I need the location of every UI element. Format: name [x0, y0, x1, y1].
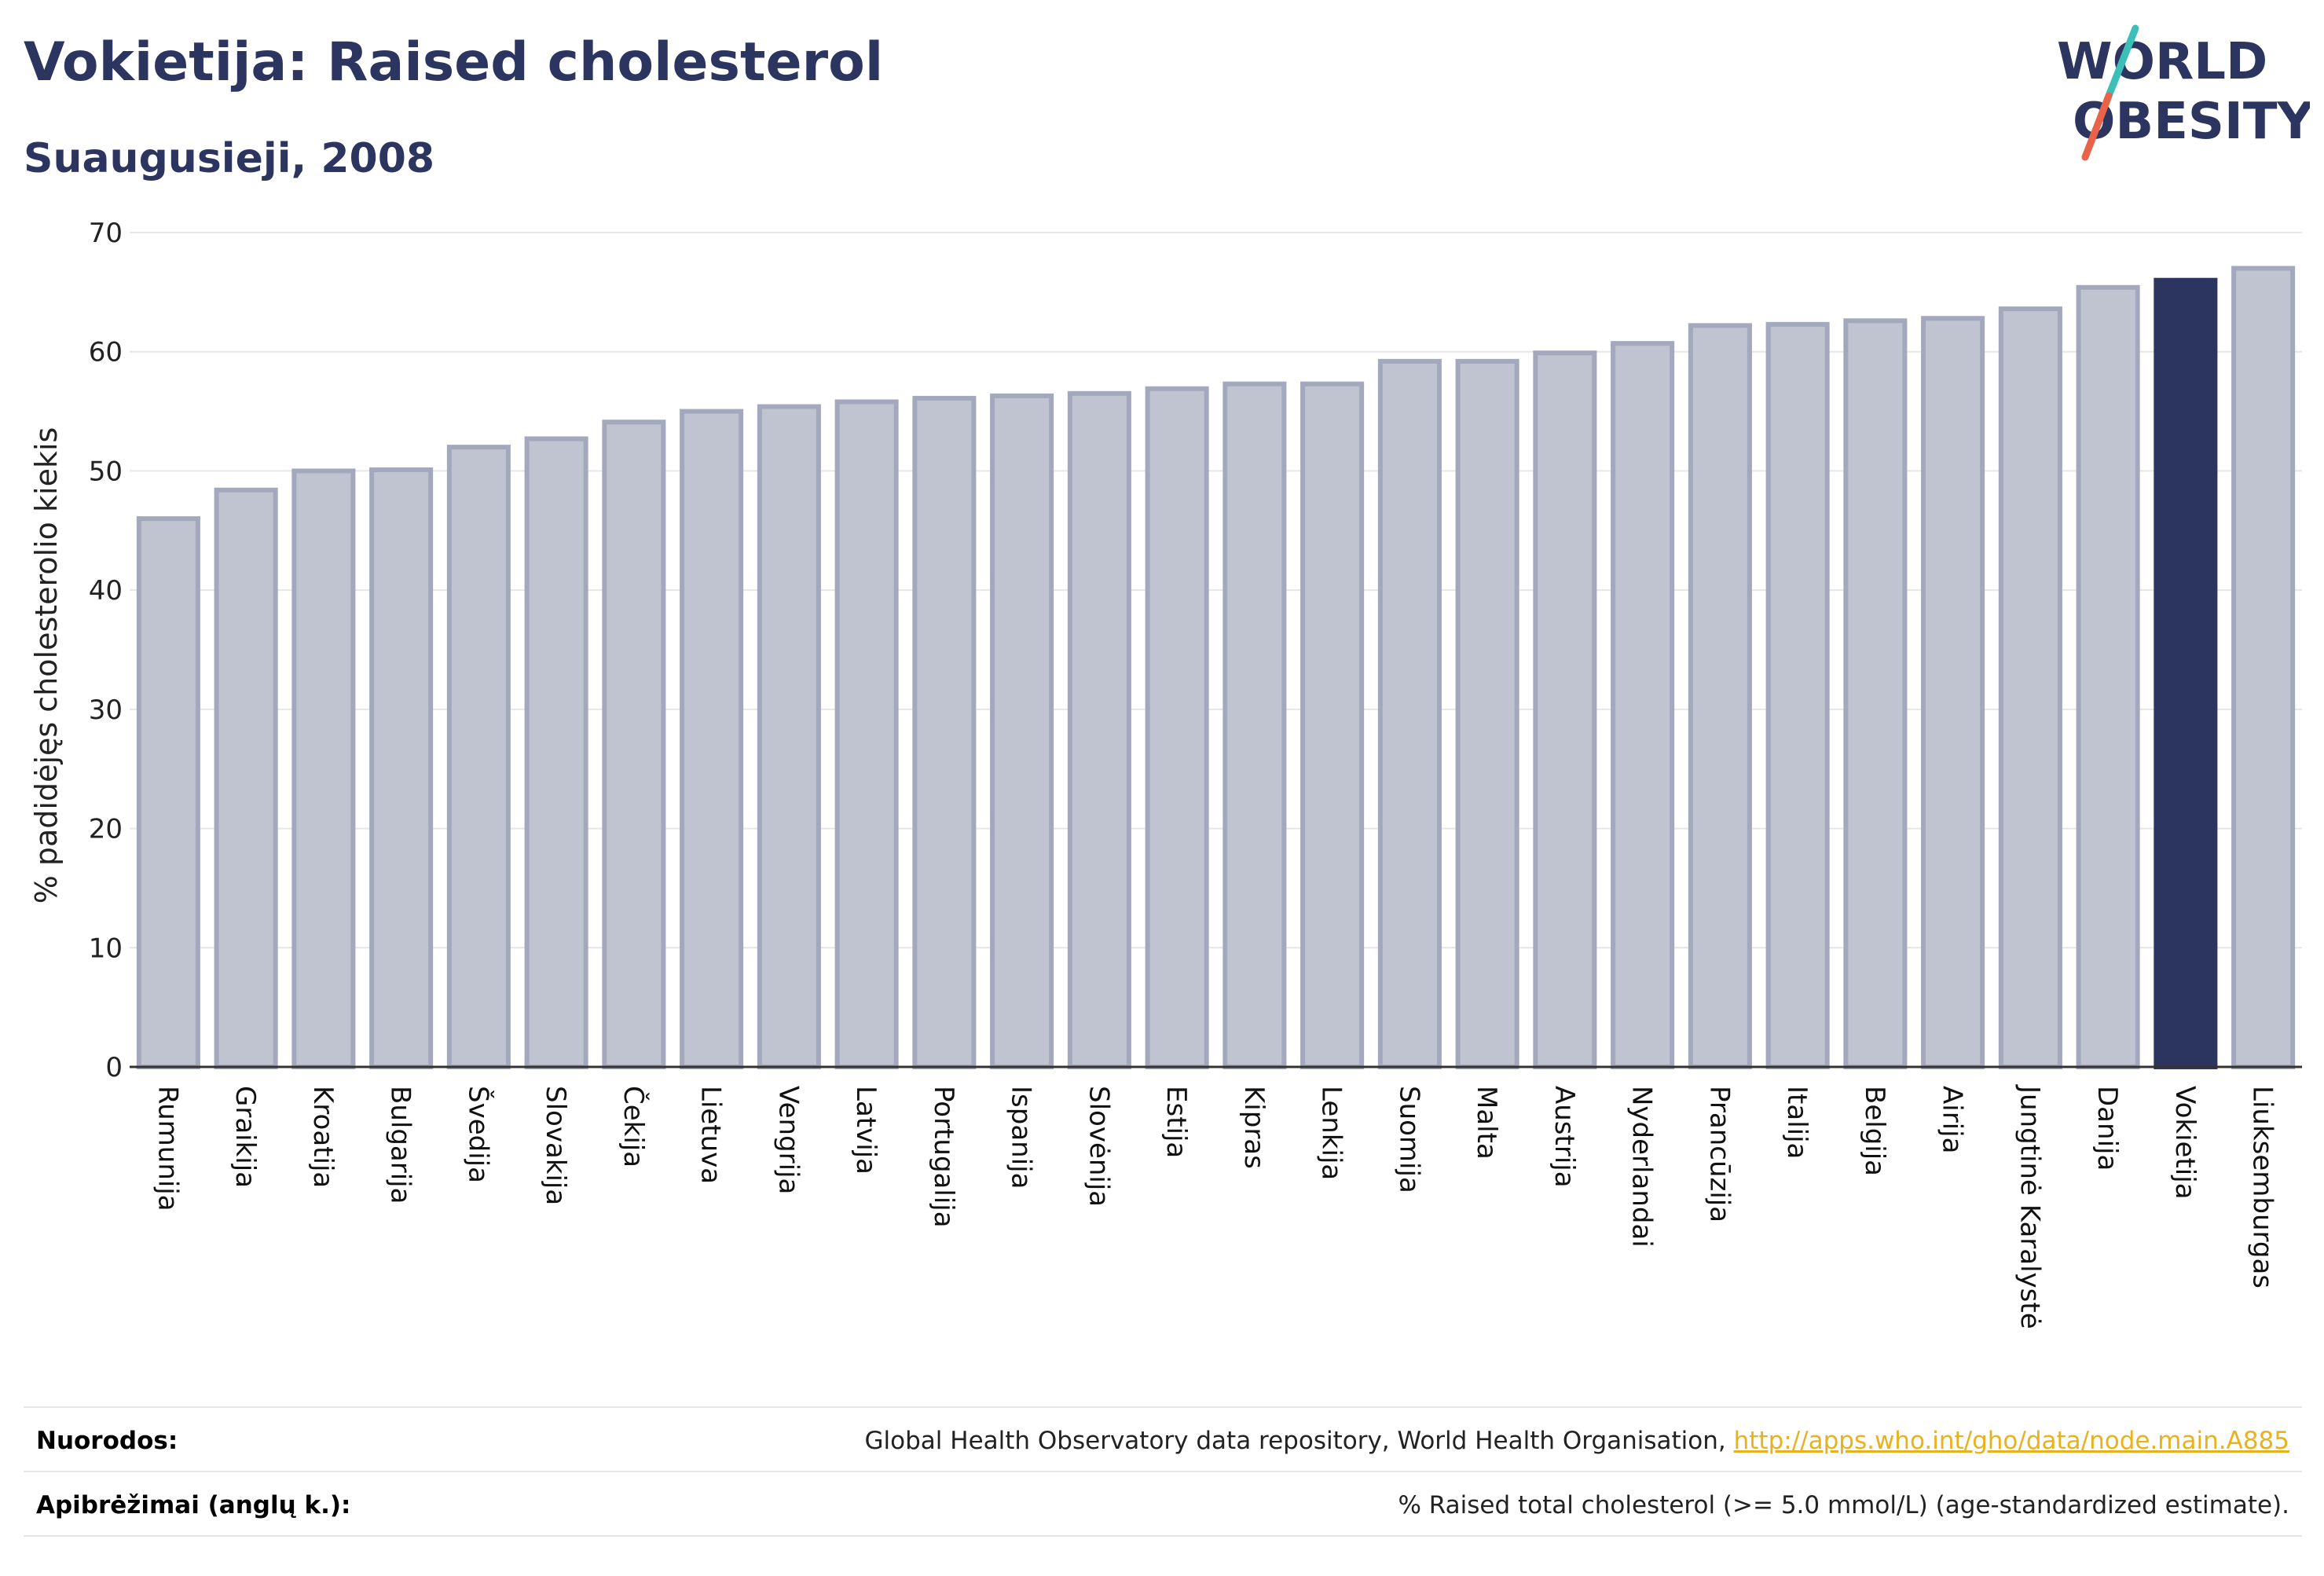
x-tick-label: Belgija	[1859, 1086, 1890, 1176]
bar	[1765, 321, 1830, 1069]
world-obesity-logo: WORLD OBESITY	[2057, 24, 2310, 161]
sources-text: Global Health Observatory data repositor…	[864, 1427, 1734, 1455]
bar	[1300, 381, 1365, 1070]
y-tick-label: 60	[89, 337, 123, 368]
x-tick-label: Nyderlandai	[1626, 1086, 1658, 1248]
y-tick-label: 40	[89, 575, 123, 607]
bar	[1533, 350, 1597, 1069]
y-axis-label: % padidėjęs cholesterolio kiekis	[29, 427, 64, 904]
bar-highlight	[2154, 277, 2218, 1069]
x-tick-label: Slovėnija	[1083, 1086, 1114, 1207]
x-tick-label: Suomija	[1393, 1086, 1424, 1193]
y-tick-label: 50	[89, 456, 123, 487]
x-tick-label: Lenkija	[1316, 1086, 1347, 1180]
bar	[1688, 323, 1752, 1069]
footer-rule-bottom	[24, 1535, 2302, 1537]
x-tick-label: Portugalija	[928, 1086, 959, 1228]
x-tick-label: Lietuva	[695, 1086, 727, 1184]
x-tick-label: Liuksemburgas	[2247, 1086, 2278, 1288]
bar	[1998, 306, 2062, 1069]
bar	[990, 393, 1054, 1069]
bar-chart: 0 10 20 30 40 50 60 70 % padidėjęs cholesterolio…	[29, 218, 2302, 1329]
y-tick-label: 30	[89, 695, 123, 726]
bar	[1067, 390, 1131, 1070]
bar	[757, 404, 821, 1069]
bar	[291, 468, 356, 1069]
bar	[912, 395, 977, 1069]
x-tick-label: Rumunija	[152, 1086, 183, 1211]
bar	[1145, 386, 1209, 1069]
bar	[2076, 284, 2140, 1069]
logo-line2: OBESITY	[2073, 93, 2310, 151]
bar	[834, 399, 899, 1070]
x-tick-label: Čekija	[618, 1086, 650, 1167]
x-tick-label: Estija	[1160, 1086, 1192, 1158]
x-tick-label: Graikija	[229, 1086, 261, 1188]
y-tick-label: 70	[89, 218, 123, 249]
logo-slash-teal	[2105, 24, 2139, 100]
x-tick-label: Airija	[1937, 1086, 1968, 1153]
logo-slash-red	[2081, 92, 2113, 161]
y-tick-label: 10	[89, 933, 123, 964]
bar	[1377, 358, 1442, 1069]
x-tick-label: Jungtinė Karalystė	[2014, 1084, 2045, 1329]
x-tick-label: Prancūzija	[1703, 1086, 1735, 1222]
footer-rule-middle	[24, 1471, 2302, 1472]
definitions-value: % Raised total cholesterol (>= 5.0 mmol/…	[1398, 1491, 2289, 1519]
x-tick-label: Kroatija	[307, 1086, 339, 1188]
bar	[2231, 266, 2296, 1069]
bar	[369, 467, 434, 1069]
x-tick-label: Italija	[1781, 1086, 1813, 1159]
sources-label: Nuorodos:	[36, 1427, 178, 1455]
bar	[1611, 341, 1675, 1069]
definitions-label: Apibrėžimai (anglų k.):	[36, 1491, 351, 1519]
bar	[214, 487, 278, 1069]
bar	[1455, 358, 1519, 1069]
y-tick-label: 0	[105, 1052, 123, 1083]
chart-subtitle: Suaugusieji, 2008	[24, 135, 435, 182]
sources-link[interactable]: http://apps.who.int/gho/data/node.main.A…	[1733, 1427, 2289, 1455]
logo-line1: WORLD	[2057, 33, 2267, 91]
footer-rule-top	[24, 1406, 2302, 1408]
bar	[136, 516, 200, 1069]
bar	[680, 409, 744, 1069]
x-tick-label: Ispanija	[1006, 1086, 1037, 1189]
x-tick-label: Kipras	[1238, 1086, 1270, 1169]
chart-title: Vokietija: Raised cholesterol	[24, 31, 884, 93]
x-tick-label: Vokietija	[2169, 1086, 2201, 1200]
x-tick-label: Bulgarija	[385, 1086, 416, 1204]
x-tick-label: Švedija	[462, 1086, 494, 1183]
bar	[1222, 381, 1287, 1070]
bar	[446, 445, 511, 1069]
x-tick-label: Danija	[2091, 1086, 2123, 1171]
bar	[602, 420, 666, 1069]
bar	[1921, 316, 1985, 1069]
sources-value: Global Health Observatory data repositor…	[865, 1427, 2289, 1455]
x-tick-label: Slovakija	[540, 1086, 571, 1205]
x-tick-label: Austrija	[1549, 1086, 1580, 1188]
y-tick-label: 20	[89, 814, 123, 845]
bar	[524, 436, 588, 1069]
x-tick-label: Vengrija	[772, 1086, 804, 1194]
bar	[1843, 318, 1908, 1070]
x-tick-label: Malta	[1471, 1086, 1502, 1160]
x-tick-label: Latvija	[850, 1086, 882, 1175]
